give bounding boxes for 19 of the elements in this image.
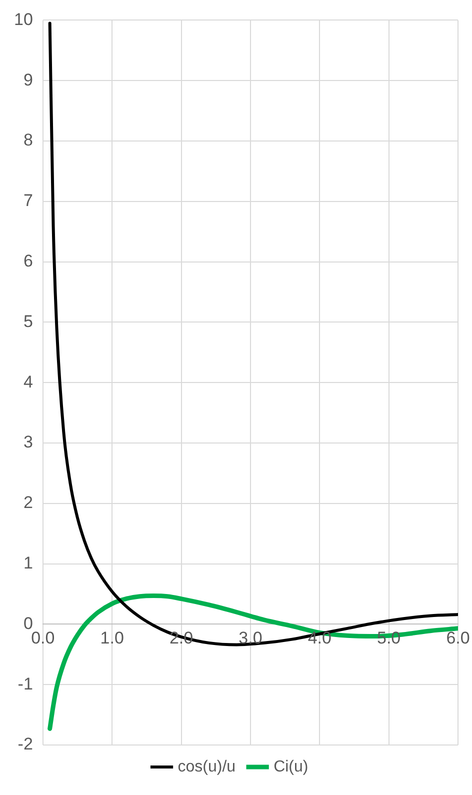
y-tick-label: -2 xyxy=(18,734,33,754)
y-tick-label: 2 xyxy=(23,493,33,512)
x-tick-label: 1.0 xyxy=(100,628,124,648)
y-tick-label: 7 xyxy=(23,191,33,210)
y-tick-label: 9 xyxy=(23,70,33,90)
legend-label: cos(u)/u xyxy=(178,758,236,776)
y-tick-label: 0 xyxy=(23,614,33,633)
y-tick-label: 3 xyxy=(23,432,33,452)
y-tick-label: -1 xyxy=(18,674,33,694)
y-tick-label: 8 xyxy=(23,130,33,150)
x-tick-label: 0.0 xyxy=(31,628,55,648)
x-tick-label: 6.0 xyxy=(446,628,470,648)
x-tick-label: 3.0 xyxy=(238,628,262,648)
y-tick-label: 10 xyxy=(14,10,33,29)
legend-label: Ci(u) xyxy=(274,758,308,776)
y-tick-label: 1 xyxy=(23,553,33,572)
y-tick-label: 5 xyxy=(23,312,33,331)
y-tick-label: 4 xyxy=(23,372,33,392)
y-tick-label: 6 xyxy=(23,251,33,270)
